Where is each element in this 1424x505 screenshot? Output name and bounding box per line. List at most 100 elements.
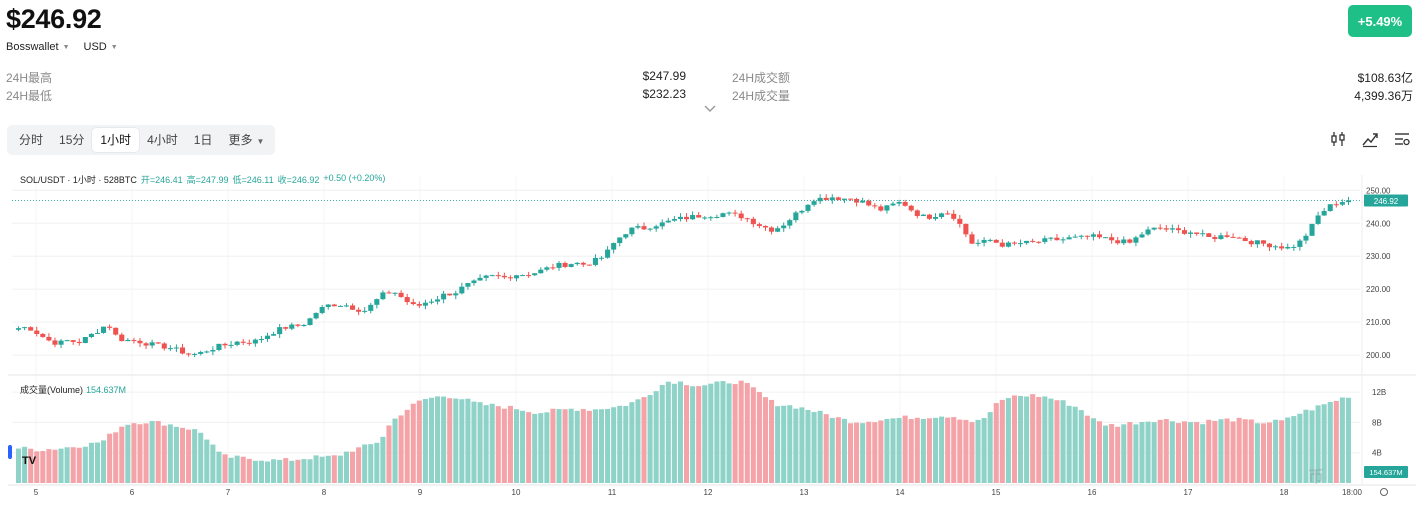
candle-body <box>696 215 702 218</box>
candle-body <box>629 227 635 235</box>
volume-bar <box>574 410 580 483</box>
candle-body <box>1018 243 1024 245</box>
volume-bar <box>1200 424 1206 483</box>
candlestick-settings-icon[interactable] <box>1329 130 1347 148</box>
volume-bar <box>1121 424 1127 483</box>
candle-body <box>744 218 750 220</box>
chart-high: 高=247.99 <box>186 175 229 185</box>
candle-body <box>896 202 902 204</box>
candle-body <box>76 341 82 344</box>
tab-more[interactable]: 更多 ▼ <box>220 128 272 152</box>
candle-body <box>465 283 471 287</box>
volume-bar <box>659 384 665 483</box>
volume-bar <box>902 415 908 483</box>
candle-body <box>641 226 647 230</box>
candle-body <box>356 309 362 312</box>
candle-body <box>1030 240 1036 242</box>
tab-15m[interactable]: 15分 <box>59 133 85 147</box>
volume-bar <box>125 424 131 483</box>
volume-bar <box>264 461 271 483</box>
candle-body <box>441 293 447 300</box>
candle-body <box>179 347 186 354</box>
candle-body <box>1072 236 1078 238</box>
volume-bar <box>684 385 690 483</box>
volume-bar <box>860 423 866 483</box>
volume-bar <box>1212 420 1218 483</box>
volume-bar <box>289 460 295 483</box>
chart-scroll-handle[interactable] <box>8 445 12 459</box>
candle-body <box>1054 237 1060 241</box>
tradingview-logo[interactable]: TV <box>22 455 37 467</box>
volume-bar <box>708 383 714 483</box>
wallet-selector[interactable]: Bosswallet ▼ <box>6 41 70 53</box>
list-settings-icon[interactable] <box>1393 130 1411 148</box>
candlestick-chart-canvas[interactable]: 246.92 250.00 240.00 230.00 220.00 210.00 200.… <box>8 165 1416 497</box>
candle-body <box>1036 241 1042 243</box>
volume-bar <box>477 402 483 483</box>
candle-body <box>1254 240 1260 245</box>
candle-body <box>137 340 143 344</box>
candle-body <box>1096 234 1103 238</box>
candle-body <box>738 213 744 219</box>
candle-body <box>611 243 617 250</box>
tab-4h[interactable]: 4小时 <box>147 133 178 147</box>
volume-bar <box>489 403 495 483</box>
volume-bar <box>1181 421 1188 483</box>
candle-body <box>562 262 568 267</box>
candle-body <box>22 327 28 329</box>
candle-body <box>64 340 70 342</box>
candle-body <box>799 210 805 213</box>
candle-body <box>161 343 167 349</box>
candle-body <box>793 212 799 221</box>
volume-bar <box>1279 420 1285 483</box>
volume-bar <box>1060 400 1066 483</box>
volume-bar <box>1127 422 1133 483</box>
candle-body <box>756 224 762 226</box>
candle-body <box>471 280 477 284</box>
candle-body <box>1339 202 1345 205</box>
volume-bar <box>234 455 240 483</box>
volume-bar <box>1291 416 1297 483</box>
chevron-down-icon[interactable] <box>703 102 717 116</box>
tab-timeline[interactable]: 分时 <box>19 133 44 147</box>
candle-body <box>70 340 76 342</box>
volume-bar <box>295 459 301 483</box>
candle-body <box>1048 237 1054 239</box>
volume-bar <box>939 416 945 483</box>
candle-body <box>653 226 659 229</box>
volume-bar <box>1303 409 1309 483</box>
candle-body <box>659 222 665 227</box>
tab-1d[interactable]: 1日 <box>193 133 213 147</box>
volume-bar <box>113 432 119 483</box>
candle-body <box>526 275 532 277</box>
candle-body <box>775 228 781 232</box>
volume-bar <box>975 419 981 483</box>
volume-bar <box>1011 395 1017 483</box>
volume-value: 4,399.36万 <box>1354 89 1413 103</box>
volume-axis-label: 8B <box>1372 418 1382 427</box>
candle-body <box>343 305 349 307</box>
price-chart[interactable]: 246.92 250.00 240.00 230.00 220.00 210.00 200.… <box>8 165 1416 497</box>
currency-selector[interactable]: USD ▼ <box>84 41 118 53</box>
volume-bar <box>641 397 647 483</box>
candle-body <box>46 336 52 341</box>
line-draw-icon[interactable] <box>1361 130 1379 148</box>
candle-body <box>872 205 878 207</box>
volume-bar <box>46 449 52 483</box>
candle-body <box>186 353 192 355</box>
tab-1h[interactable]: 1小时 <box>92 128 140 152</box>
volume-bar <box>52 449 58 483</box>
volume-bar <box>422 399 428 483</box>
volume-bar <box>629 402 635 483</box>
chart-low: 低=246.11 <box>232 175 274 185</box>
volume-bar <box>1315 405 1321 483</box>
candle-body <box>277 327 283 335</box>
volume-bar <box>307 459 313 483</box>
turnover-value: $108.63亿 <box>1357 71 1413 85</box>
volume-bar <box>1115 426 1121 483</box>
volume-bar <box>896 417 902 483</box>
candle-body <box>598 257 605 259</box>
volume-tag-label: 154.637M <box>1369 468 1402 477</box>
candle-body <box>617 237 623 244</box>
volume-bar <box>1084 415 1090 483</box>
